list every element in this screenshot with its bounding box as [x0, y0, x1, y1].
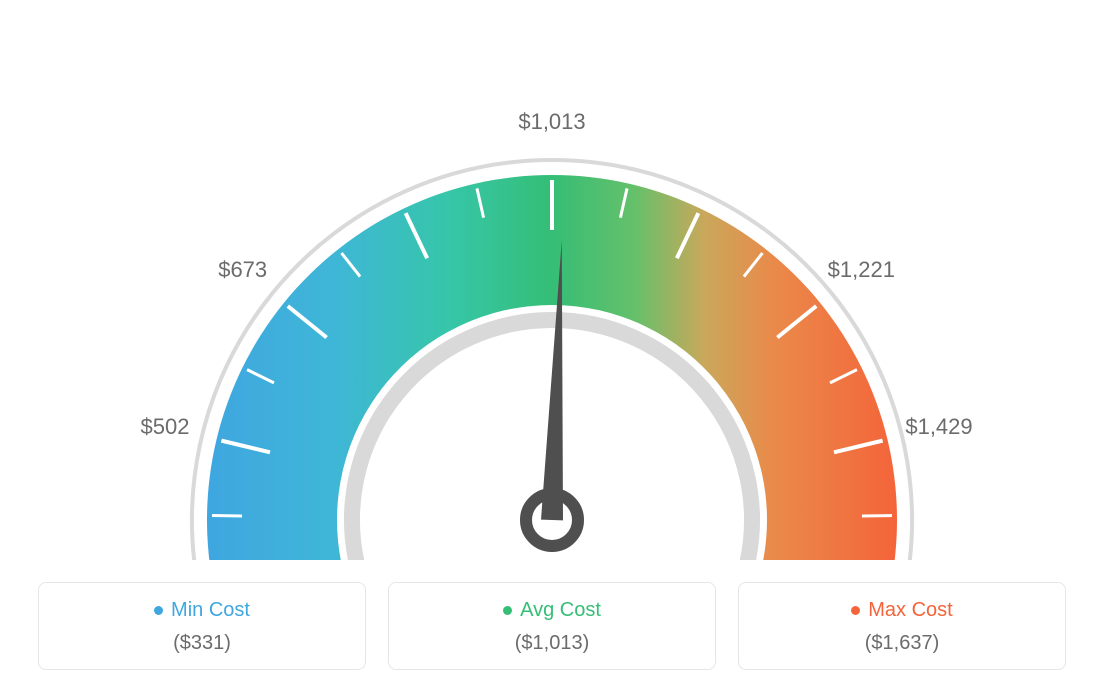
legend-value-avg: ($1,013): [399, 632, 705, 655]
scale-label: $502: [141, 414, 190, 440]
legend-card-max: Max Cost ($1,637): [738, 582, 1066, 670]
gauge-chart: $331$502$673$1,013$1,221$1,429$1,637: [0, 0, 1104, 560]
legend-value-max: ($1,637): [749, 632, 1055, 655]
legend-title-min: Min Cost: [154, 599, 250, 622]
legend-label-avg: Avg Cost: [520, 599, 601, 622]
legend-card-avg: Avg Cost ($1,013): [388, 582, 716, 670]
legend-title-avg: Avg Cost: [503, 599, 601, 622]
legend-row: Min Cost ($331) Avg Cost ($1,013) Max Co…: [38, 582, 1066, 670]
scale-label: $1,429: [905, 414, 972, 440]
scale-label: $1,221: [828, 257, 895, 283]
legend-title-max: Max Cost: [851, 599, 952, 622]
legend-card-min: Min Cost ($331): [38, 582, 366, 670]
legend-label-min: Min Cost: [171, 599, 250, 622]
scale-label: $1,013: [518, 109, 585, 135]
legend-value-min: ($331): [49, 632, 355, 655]
legend-dot-avg: [503, 606, 512, 615]
gauge-svg: [0, 0, 1104, 560]
legend-dot-min: [154, 606, 163, 615]
legend-dot-max: [851, 606, 860, 615]
legend-label-max: Max Cost: [868, 599, 952, 622]
scale-label: $673: [218, 257, 267, 283]
